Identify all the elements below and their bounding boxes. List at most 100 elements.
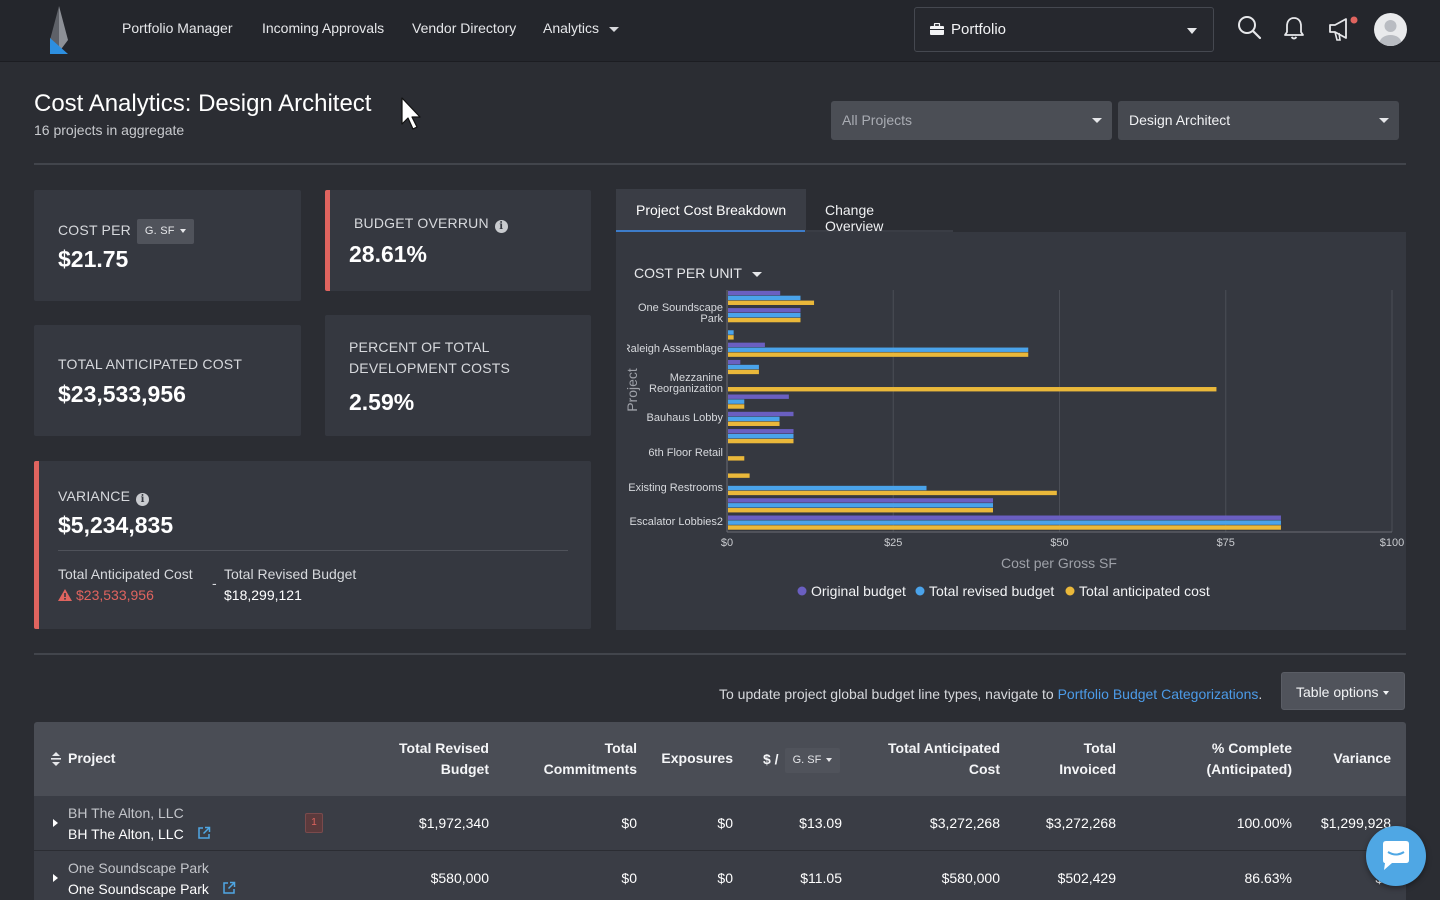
col-exposures[interactable]: Exposures bbox=[661, 750, 733, 766]
chart-x-tick-label: $25 bbox=[884, 537, 902, 549]
chat-icon bbox=[1383, 841, 1409, 870]
chart-y-tick-label: 6th Floor Retail bbox=[648, 447, 723, 459]
external-link-icon[interactable] bbox=[222, 881, 236, 895]
row-parent-name: BH The Alton, LLC bbox=[68, 805, 184, 821]
total-anticipated-value: $23,533,956 bbox=[58, 381, 186, 407]
portfolio-budget-categorizations-link[interactable]: Portfolio Budget Categorizations bbox=[1057, 686, 1259, 702]
legend-swatch-anticipated bbox=[1065, 586, 1075, 596]
table-row[interactable]: BH The Alton, LLC BH The Alton, LLC 1 $1… bbox=[34, 796, 1406, 851]
chart-panel: COST PER UNIT $0 $25 $50 $75 $100 One Soundsc… bbox=[616, 232, 1406, 630]
nav-vendor-directory[interactable]: Vendor Directory bbox=[412, 20, 517, 36]
cost-per-unit-selector-label: COST PER UNIT bbox=[634, 265, 742, 281]
budget-overrun-label: BUDGET OVERRUN bbox=[354, 215, 489, 231]
chevron-down-icon bbox=[609, 26, 620, 32]
cost-per-unit-label: G. SF bbox=[144, 225, 175, 237]
col-dollar-per-unit[interactable]: $ / G. SF bbox=[763, 748, 841, 773]
chat-support-button[interactable] bbox=[1366, 826, 1426, 886]
user-avatar[interactable] bbox=[1374, 13, 1407, 46]
legend-label-revised: Total revised budget bbox=[929, 583, 1054, 599]
col-total-anticipated-cost[interactable]: Total Anticipated Cost bbox=[888, 738, 1000, 780]
search-icon[interactable] bbox=[1237, 14, 1263, 42]
variance-value: $5,234,835 bbox=[58, 512, 174, 538]
chart-bar-anticipated bbox=[728, 369, 759, 375]
chevron-down-icon bbox=[1092, 118, 1102, 123]
table-notice-text: To update project global budget line typ… bbox=[719, 686, 1058, 702]
chart-y-tick-label: Existing Restrooms bbox=[628, 482, 723, 494]
tab-project-cost-breakdown[interactable]: Project Cost Breakdown bbox=[616, 189, 807, 232]
table-options-button[interactable]: Table options bbox=[1281, 672, 1405, 710]
col-total-revised-budget-line2: Budget bbox=[440, 761, 489, 777]
chart-bar-original bbox=[728, 515, 1281, 520]
row-project-name[interactable]: One Soundscape Park bbox=[68, 881, 236, 897]
col-total-revised-budget-line1: Total Revised bbox=[399, 740, 489, 756]
projects-filter-select[interactable]: All Projects bbox=[831, 101, 1112, 140]
company-logo[interactable] bbox=[46, 6, 72, 54]
chart-bar-anticipated bbox=[728, 300, 815, 305]
chart-bar-revised bbox=[728, 312, 801, 318]
nav-portfolio-manager[interactable]: Portfolio Manager bbox=[122, 20, 233, 36]
expand-row-icon[interactable] bbox=[53, 819, 58, 827]
chart-bar-anticipated bbox=[728, 317, 801, 323]
col-total-anticipated-line1: Total Anticipated bbox=[888, 740, 1000, 756]
chart-bar-original bbox=[728, 411, 794, 417]
col-total-revised-budget[interactable]: Total Revised Budget bbox=[399, 738, 489, 780]
unit-dropdown[interactable]: G. SF bbox=[784, 748, 841, 773]
legend-swatch-original bbox=[797, 586, 807, 596]
row-project-name[interactable]: BH The Alton, LLC bbox=[68, 826, 211, 842]
variance-budget-value: $18,299,121 bbox=[224, 587, 302, 603]
table-notice-end: . bbox=[1258, 686, 1263, 702]
budget-overrun-card: BUDGET OVERRUN i 28.61% bbox=[325, 190, 591, 291]
legend-swatch-revised bbox=[915, 586, 925, 596]
role-filter-select[interactable]: Design Architect bbox=[1118, 101, 1399, 140]
chart-bar-anticipated bbox=[728, 490, 1057, 496]
col-variance[interactable]: Variance bbox=[1333, 750, 1391, 766]
chevron-down-icon bbox=[751, 271, 762, 277]
row-project-name-text: One Soundscape Park bbox=[68, 881, 209, 897]
col-total-commitments[interactable]: Total Commitments bbox=[544, 738, 637, 780]
cell-revised-budget: $1,972,340 bbox=[418, 815, 489, 831]
col-total-commitments-line1: Total bbox=[604, 740, 637, 756]
table-row[interactable]: One Soundscape Park One Soundscape Park … bbox=[34, 851, 1406, 900]
cell-exposures: $0 bbox=[717, 815, 733, 831]
legend-label-original: Original budget bbox=[811, 583, 906, 599]
col-percent-complete[interactable]: % Complete (Anticipated) bbox=[1206, 738, 1292, 780]
sort-icon[interactable] bbox=[50, 751, 62, 772]
role-filter-value: Design Architect bbox=[1129, 112, 1231, 128]
chart-bar-revised bbox=[728, 347, 1029, 352]
info-icon[interactable]: i bbox=[136, 493, 150, 506]
tab-change-overview[interactable]: Change Overview bbox=[805, 189, 953, 234]
chart-y-tick-label: Escalator Lobbies2 bbox=[629, 516, 723, 528]
col-project[interactable]: Project bbox=[68, 750, 116, 766]
alert-count-badge[interactable]: 1 bbox=[305, 813, 323, 833]
cost-per-unit-selector[interactable]: COST PER UNIT bbox=[634, 265, 762, 281]
variance-minus: - bbox=[212, 575, 217, 591]
chart-bar-revised bbox=[728, 433, 794, 439]
chevron-down-icon bbox=[1379, 118, 1389, 123]
mouse-cursor-icon bbox=[401, 97, 421, 130]
cell-percent-complete: 86.63% bbox=[1244, 870, 1292, 886]
table-notice: To update project global budget line typ… bbox=[719, 686, 1262, 702]
chart-bar-revised bbox=[728, 399, 745, 404]
col-total-invoiced[interactable]: Total Invoiced bbox=[1059, 738, 1116, 780]
chart-bar-anticipated bbox=[728, 456, 745, 461]
cell-anticipated-cost: $580,000 bbox=[941, 870, 1000, 886]
cell-commitments: $0 bbox=[621, 815, 637, 831]
cost-per-unit-dropdown[interactable]: G. SF bbox=[136, 219, 194, 244]
chevron-down-icon bbox=[1187, 28, 1197, 34]
portfolio-selector[interactable]: Portfolio bbox=[914, 7, 1214, 52]
info-icon[interactable]: i bbox=[494, 220, 508, 233]
nav-analytics[interactable]: Analytics bbox=[543, 20, 620, 36]
chart-bar-original bbox=[728, 498, 993, 503]
row-parent-name: One Soundscape Park bbox=[68, 860, 209, 876]
nav-analytics-label: Analytics bbox=[543, 20, 600, 36]
bell-icon[interactable] bbox=[1283, 15, 1305, 41]
expand-row-icon[interactable] bbox=[53, 874, 58, 882]
cell-commitments: $0 bbox=[621, 870, 637, 886]
nav-incoming-approvals[interactable]: Incoming Approvals bbox=[262, 20, 385, 36]
external-link-icon[interactable] bbox=[197, 826, 211, 840]
cell-anticipated-cost: $3,272,268 bbox=[929, 815, 1000, 831]
megaphone-icon[interactable] bbox=[1327, 15, 1359, 43]
chart-bar-anticipated bbox=[728, 473, 750, 478]
variance-budget-label: Total Revised Budget bbox=[224, 566, 357, 582]
variance-card: VARIANCE i $5,234,835 Total Anticipated C… bbox=[34, 461, 591, 629]
